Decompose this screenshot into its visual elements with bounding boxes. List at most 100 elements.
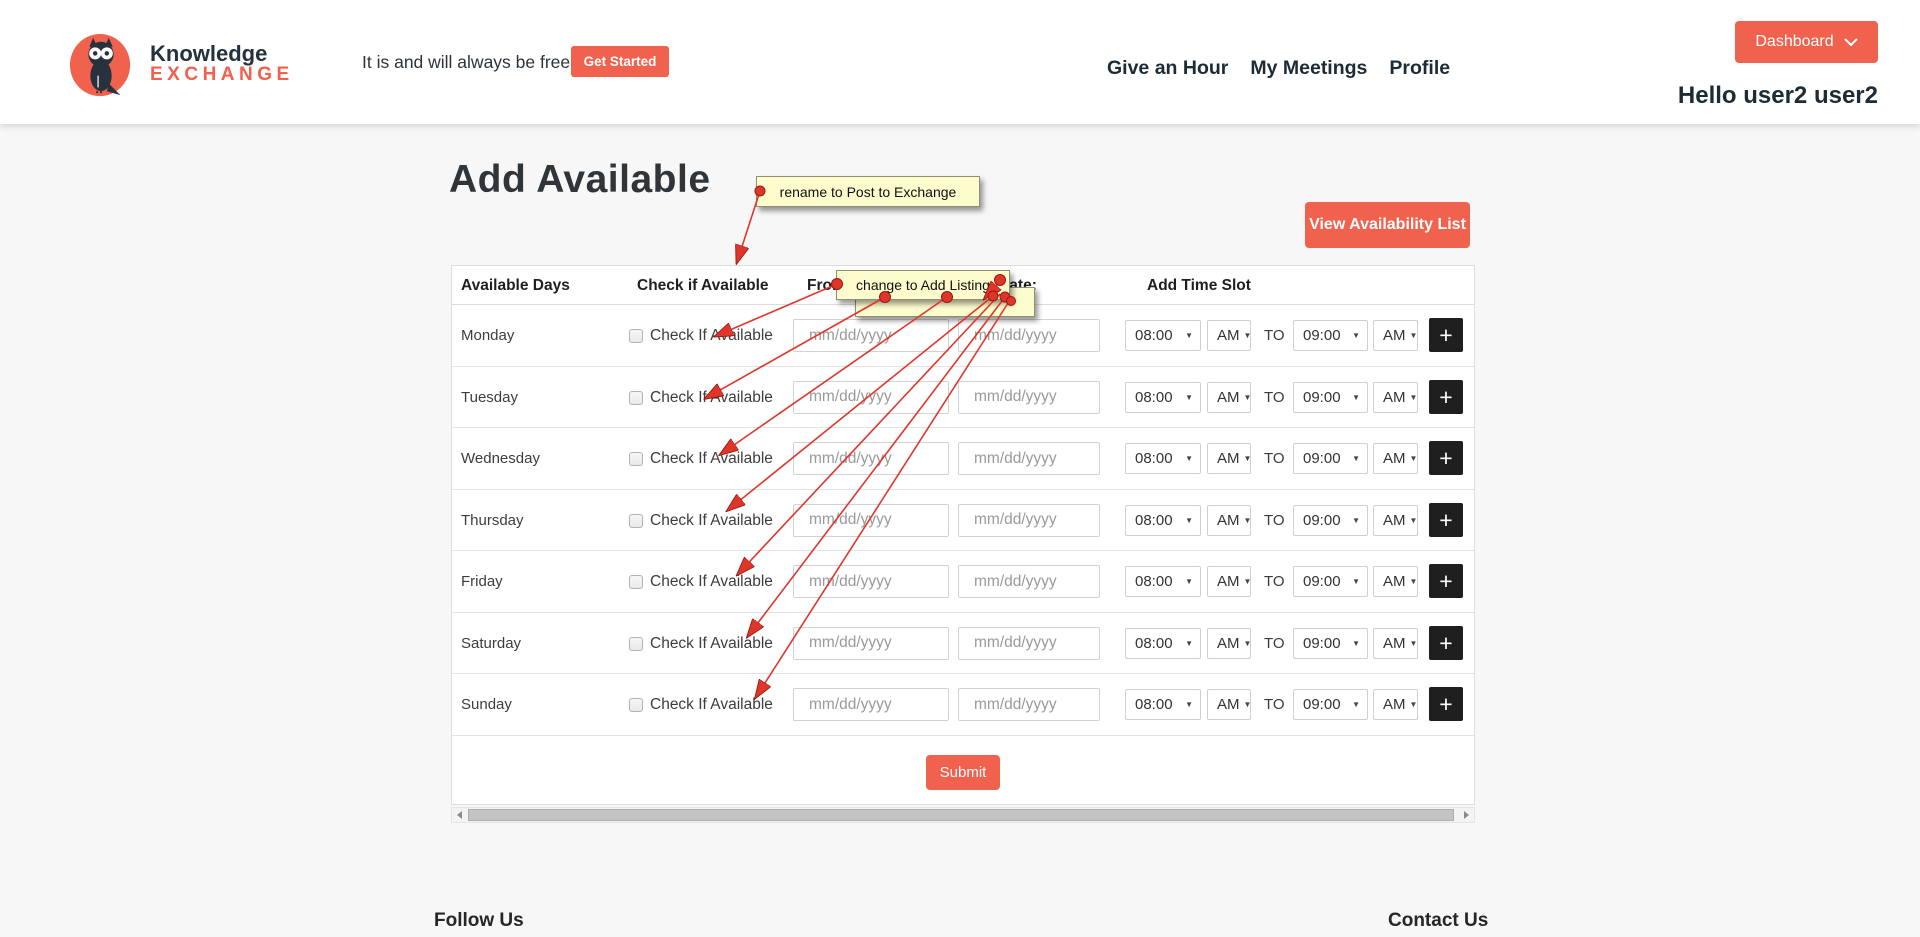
available-checkbox[interactable]	[629, 513, 643, 528]
add-time-slot-button[interactable]: +	[1429, 687, 1463, 721]
start-time-value: 08:00	[1135, 696, 1173, 713]
scrollbar-thumb[interactable]	[468, 809, 1454, 821]
end-time-select[interactable]: 09:00 ▼	[1293, 320, 1368, 351]
chevron-down-icon: ▼	[1352, 392, 1360, 402]
end-meridiem-select[interactable]: AM ▼	[1373, 566, 1418, 597]
end-time-select[interactable]: 09:00 ▼	[1293, 627, 1368, 659]
end-time-value: 09:00	[1303, 327, 1341, 344]
to-date-input[interactable]	[958, 380, 1100, 414]
start-meridiem-select[interactable]: AM ▼	[1207, 381, 1251, 413]
to-label: TO	[1264, 388, 1285, 406]
end-meridiem-value: AM	[1383, 696, 1406, 713]
from-date-input[interactable]	[793, 380, 949, 414]
to-date-input[interactable]	[958, 503, 1100, 537]
available-checkbox[interactable]	[629, 575, 643, 589]
start-time-select[interactable]: 08:00 ▼	[1125, 566, 1201, 597]
available-checkbox[interactable]	[629, 390, 643, 405]
to-date-input[interactable]	[958, 626, 1100, 660]
end-meridiem-select[interactable]: AM ▼	[1373, 381, 1418, 413]
start-time-value: 08:00	[1135, 511, 1173, 529]
sticky-note-change: change to Add Listing	[836, 270, 1010, 300]
scroll-left-button[interactable]	[452, 808, 467, 822]
from-date-input[interactable]	[793, 688, 949, 721]
chevron-down-icon: ▼	[1185, 515, 1193, 525]
end-meridiem-select[interactable]: AM ▼	[1373, 504, 1418, 536]
chevron-down-icon: ▼	[1409, 515, 1418, 525]
submit-button[interactable]: Submit	[926, 754, 1000, 790]
from-date-input[interactable]	[793, 626, 949, 660]
end-time-select[interactable]: 09:00 ▼	[1293, 443, 1368, 474]
view-availability-list-button[interactable]: View Availability List	[1305, 202, 1470, 248]
to-date-input[interactable]	[958, 688, 1100, 721]
available-checkbox[interactable]	[629, 329, 643, 343]
end-meridiem-value: AM	[1383, 573, 1406, 590]
nav-my-meetings[interactable]: My Meetings	[1250, 57, 1368, 79]
dashboard-button[interactable]: Dashboard	[1735, 21, 1878, 63]
end-time-select[interactable]: 09:00 ▼	[1293, 381, 1368, 413]
to-label: TO	[1264, 634, 1285, 652]
add-time-slot-button[interactable]: +	[1429, 318, 1463, 352]
end-meridiem-value: AM	[1383, 388, 1406, 406]
add-time-slot-button[interactable]: +	[1429, 379, 1463, 414]
nav-profile[interactable]: Profile	[1389, 57, 1451, 79]
chevron-down-icon: ▼	[1185, 331, 1193, 340]
to-date-input[interactable]	[958, 319, 1100, 352]
chevron-down-icon: ▼	[1185, 638, 1193, 648]
available-checkbox[interactable]	[629, 636, 643, 651]
start-meridiem-select[interactable]: AM ▼	[1207, 627, 1251, 659]
day-label: Saturday	[461, 634, 522, 652]
end-meridiem-select[interactable]: AM ▼	[1373, 443, 1418, 474]
start-time-select[interactable]: 08:00 ▼	[1125, 443, 1201, 474]
start-time-select[interactable]: 08:00 ▼	[1125, 689, 1201, 720]
chevron-down-icon: ▼	[1409, 638, 1418, 648]
to-date-input[interactable]	[958, 565, 1100, 598]
from-date-input[interactable]	[793, 442, 949, 475]
add-time-slot-button[interactable]: +	[1429, 441, 1463, 475]
end-meridiem-select[interactable]: AM ▼	[1373, 320, 1418, 351]
from-date-input[interactable]	[793, 319, 949, 352]
add-time-slot-button[interactable]: +	[1429, 564, 1463, 598]
end-time-select[interactable]: 09:00 ▼	[1293, 504, 1368, 536]
add-time-slot-button[interactable]: +	[1429, 502, 1463, 537]
available-checkbox[interactable]	[629, 452, 643, 466]
horizontal-scrollbar	[451, 807, 1475, 823]
chevron-down-icon: ▼	[1352, 577, 1360, 586]
checkbox-label: Check If Available	[650, 388, 773, 406]
table-body: Monday Check If Available 08:00 ▼ AM ▼ T…	[452, 305, 1474, 736]
checkbox-label: Check If Available	[650, 511, 773, 529]
start-time-select[interactable]: 08:00 ▼	[1125, 381, 1201, 413]
get-started-button[interactable]: Get Started	[571, 46, 669, 77]
to-date-input[interactable]	[958, 442, 1100, 475]
dashboard-button-label: Dashboard	[1755, 33, 1834, 50]
chevron-down-icon: ▼	[1185, 454, 1193, 463]
end-meridiem-select[interactable]: AM ▼	[1373, 689, 1418, 720]
table-row: Friday Check If Available 08:00 ▼ AM ▼ T…	[452, 551, 1474, 613]
end-time-select[interactable]: 09:00 ▼	[1293, 566, 1368, 597]
start-meridiem-value: AM	[1217, 511, 1240, 529]
chevron-down-icon: ▼	[1243, 331, 1252, 340]
end-time-value: 09:00	[1303, 573, 1341, 590]
from-date-input[interactable]	[793, 503, 949, 537]
chevron-down-icon: ▼	[1409, 331, 1418, 340]
start-meridiem-select[interactable]: AM ▼	[1207, 443, 1251, 474]
logo[interactable]: Knowledge EXCHANGE	[68, 33, 298, 103]
end-meridiem-select[interactable]: AM ▼	[1373, 627, 1418, 659]
start-time-select[interactable]: 08:00 ▼	[1125, 627, 1201, 659]
available-checkbox[interactable]	[629, 698, 643, 712]
nav-give-an-hour[interactable]: Give an Hour	[1107, 57, 1229, 79]
start-meridiem-select[interactable]: AM ▼	[1207, 566, 1251, 597]
chevron-down-icon: ▼	[1352, 515, 1360, 525]
start-meridiem-select[interactable]: AM ▼	[1207, 320, 1251, 351]
chevron-down-icon: ▼	[1409, 700, 1418, 709]
start-meridiem-select[interactable]: AM ▼	[1207, 689, 1251, 720]
from-date-input[interactable]	[793, 565, 949, 598]
start-time-select[interactable]: 08:00 ▼	[1125, 504, 1201, 536]
add-time-slot-button[interactable]: +	[1429, 625, 1463, 660]
to-label: TO	[1264, 573, 1285, 590]
end-time-value: 09:00	[1303, 634, 1341, 652]
start-meridiem-select[interactable]: AM ▼	[1207, 504, 1251, 536]
start-time-select[interactable]: 08:00 ▼	[1125, 320, 1201, 351]
end-time-select[interactable]: 09:00 ▼	[1293, 689, 1368, 720]
scroll-right-button[interactable]	[1459, 808, 1474, 822]
submit-row: Submit	[452, 736, 1474, 809]
